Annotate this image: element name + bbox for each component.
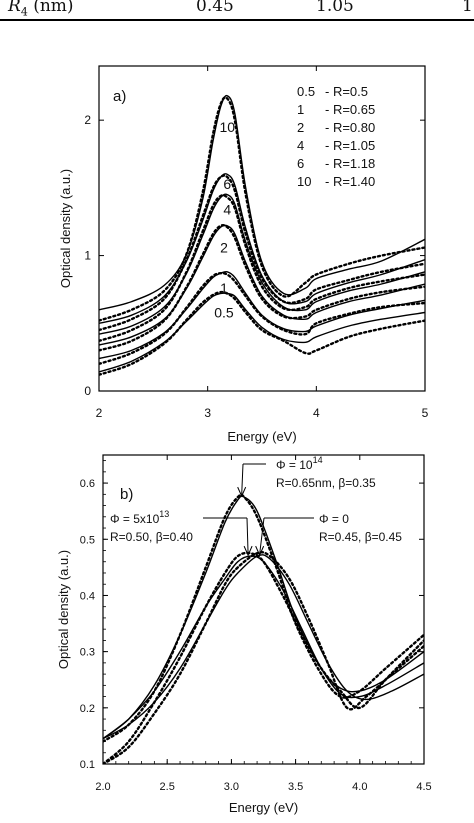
series-line-data xyxy=(99,224,425,352)
y-tick-label: 1 xyxy=(84,249,91,263)
curve-label: 2 xyxy=(220,239,228,255)
legend-entry-phi: 10 xyxy=(297,174,311,189)
y-tick-label: 0.3 xyxy=(80,647,95,659)
y-tick-label: 0.2 xyxy=(80,703,95,715)
legend: 0.5 - R=0.5 1 - R=0.65 2 - R=0.80 4 - R=1.05 6 - … xyxy=(297,84,375,189)
annotation-arrow-shaft xyxy=(241,463,244,496)
x-tick-label: 3.5 xyxy=(288,781,303,793)
x-axis-label: Energy (eV) xyxy=(227,429,296,444)
curve-label: 1 xyxy=(220,280,228,296)
series-line-fit xyxy=(103,495,424,740)
legend-entry-label: - R=0.5 xyxy=(325,84,368,99)
series-line-fit xyxy=(103,554,424,740)
x-tick-label: 2.5 xyxy=(160,781,175,793)
curve-label: 6 xyxy=(223,176,231,192)
annotation-arrow-head xyxy=(243,545,253,557)
table-cell: 1.05 xyxy=(316,0,354,16)
series-line-fit xyxy=(99,94,425,311)
series-line-data xyxy=(99,174,425,332)
curve-label: 0.5 xyxy=(214,304,234,320)
series-line-data xyxy=(103,551,424,764)
table-bottom-rule xyxy=(0,19,474,21)
table-fragment: R4 (nm) 0.45 1.05 1 xyxy=(0,0,474,28)
series-line-data xyxy=(99,96,425,322)
x-tick-label: 3 xyxy=(204,406,211,420)
series-line-fit xyxy=(103,555,424,740)
y-tick-label: 0.5 xyxy=(80,534,95,546)
legend-entry-phi: 4 xyxy=(297,138,304,153)
table-cell: 0.45 xyxy=(196,0,234,16)
legend-entry-label: - R=1.05 xyxy=(325,138,375,153)
series-line-data xyxy=(99,194,425,343)
series-line-data xyxy=(99,271,425,366)
legend-entry-label: - R=1.40 xyxy=(325,174,375,189)
panel-label: b) xyxy=(120,486,133,503)
x-axis-label: Energy (eV) xyxy=(229,800,298,815)
x-tick-label: 2.0 xyxy=(95,781,110,793)
legend-entry-phi: 6 xyxy=(297,156,304,171)
plot-frame xyxy=(102,454,425,765)
chart-panel-b: 2.0 2.5 3.0 3.5 4.0 4.5 0.1 0.2 0.3 0.4 0.5 0.6 Ener… xyxy=(56,454,432,815)
annotation-arrow-head xyxy=(255,545,265,557)
series-group xyxy=(99,94,425,376)
table-cell: 1 xyxy=(462,0,473,16)
x-tick-label: 4.0 xyxy=(352,781,367,793)
legend-entry-phi: 2 xyxy=(297,120,304,135)
legend-entry-phi: 0.5 xyxy=(297,84,315,99)
annotation-exponent: 14 xyxy=(313,455,323,465)
y-tick-label: 0.6 xyxy=(80,478,95,490)
chart-panel-a: 2 3 4 5 0 1 2 Energy (eV) Optical density (a.u.)… xyxy=(58,65,429,444)
legend-entry-label: - R=0.80 xyxy=(325,120,375,135)
annotation: Φ = 1014 R=0.65nm, β=0.35 xyxy=(237,455,376,498)
annotation-title: Φ = 0 xyxy=(319,512,349,526)
y-tick-label: 0 xyxy=(84,384,91,398)
annotation-arrow-shaft xyxy=(259,517,265,555)
curve-label: 10 xyxy=(219,119,235,135)
legend-entry-label: - R=0.65 xyxy=(325,102,375,117)
annotation-params: R=0.65nm, β=0.35 xyxy=(276,476,376,490)
series-group xyxy=(103,493,424,764)
table-row-label: R4 (nm) xyxy=(8,0,74,19)
y-axis-label: Optical density (a.u.) xyxy=(56,550,71,669)
curve-label: 4 xyxy=(223,202,231,218)
plot-frame xyxy=(98,65,426,392)
annotation-arrow-head xyxy=(237,486,247,498)
annotation-params: R=0.45, β=0.45 xyxy=(319,530,402,544)
x-tick-label: 2 xyxy=(96,406,103,420)
annotation: Φ = 5x1013 R=0.50, β=0.40 xyxy=(110,509,253,557)
series-line-data xyxy=(99,290,425,376)
y-tick-label: 2 xyxy=(84,113,91,127)
x-tick-label: 3.0 xyxy=(224,781,239,793)
annotation-title: Φ = 1014 xyxy=(276,455,323,472)
legend-entry-phi: 1 xyxy=(297,102,304,117)
annotation: Φ = 0 R=0.45, β=0.45 xyxy=(255,512,402,557)
annotation-arrow-shaft xyxy=(246,517,249,555)
panel-label: a) xyxy=(113,88,126,105)
y-tick-label: 0.4 xyxy=(80,590,95,602)
series-line-data xyxy=(103,551,424,764)
annotation-title: Φ = 5x1013 xyxy=(110,509,169,526)
series-line-fit xyxy=(99,173,425,324)
annotation-exponent: 13 xyxy=(159,509,169,519)
x-tick-label: 5 xyxy=(422,406,429,420)
series-line-data xyxy=(103,493,424,743)
y-tick-label: 0.1 xyxy=(80,759,95,771)
x-tick-label: 4.5 xyxy=(416,781,431,793)
legend-entry-label: - R=1.18 xyxy=(325,156,375,171)
annotation-params: R=0.50, β=0.40 xyxy=(110,530,193,544)
x-tick-label: 4 xyxy=(313,406,320,420)
y-axis-label: Optical density (a.u.) xyxy=(58,169,73,288)
